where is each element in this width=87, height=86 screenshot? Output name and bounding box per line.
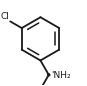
Circle shape (48, 74, 50, 76)
Text: Cl: Cl (1, 12, 9, 21)
Text: 'NH₂: 'NH₂ (51, 71, 71, 80)
